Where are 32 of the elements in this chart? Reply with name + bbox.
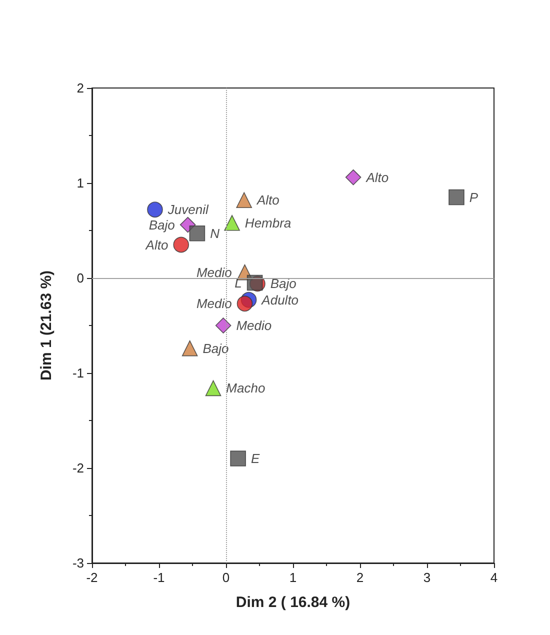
x-tick-label: 3 — [423, 570, 431, 585]
x-tick-label: 1 — [289, 570, 297, 585]
data-label: Bajo — [148, 217, 175, 232]
x-tick-label: 4 — [490, 570, 498, 585]
data-label: Hembra — [244, 215, 292, 230]
data-label: Alto — [256, 192, 280, 208]
data-label: Alto — [144, 237, 168, 252]
data-label: P — [469, 190, 478, 205]
y-tick-label: 1 — [76, 176, 84, 190]
data-label: Macho — [226, 380, 266, 396]
x-tick-label: -1 — [153, 570, 165, 585]
y-tick-label: -1 — [72, 366, 84, 380]
x-axis-title: Dim 2 ( 16.84 %) — [236, 594, 350, 611]
data-label: Medio — [196, 296, 232, 312]
data-label: Adulto — [260, 292, 299, 308]
x-tick-label: 0 — [222, 570, 230, 585]
y-tick-label: 0 — [76, 270, 84, 286]
data-label: Medio — [236, 318, 272, 333]
y-tick-label: 2 — [76, 80, 84, 96]
y-axis-title: Dim 1 (21.63 %) — [38, 270, 55, 381]
y-tick-label: -3 — [72, 556, 84, 570]
data-label: Medio — [196, 264, 232, 280]
data-label: L — [234, 275, 242, 290]
data-label: Bajo — [202, 340, 229, 356]
data-label: E — [250, 451, 260, 466]
data-label: Bajo — [270, 276, 296, 292]
data-label: Juvenil — [166, 202, 210, 218]
data-label: N — [210, 226, 220, 241]
x-tick-label: 2 — [356, 570, 364, 585]
y-tick-label: -2 — [72, 460, 84, 476]
data-label: Alto — [365, 170, 389, 185]
x-tick-label: -2 — [86, 570, 98, 585]
